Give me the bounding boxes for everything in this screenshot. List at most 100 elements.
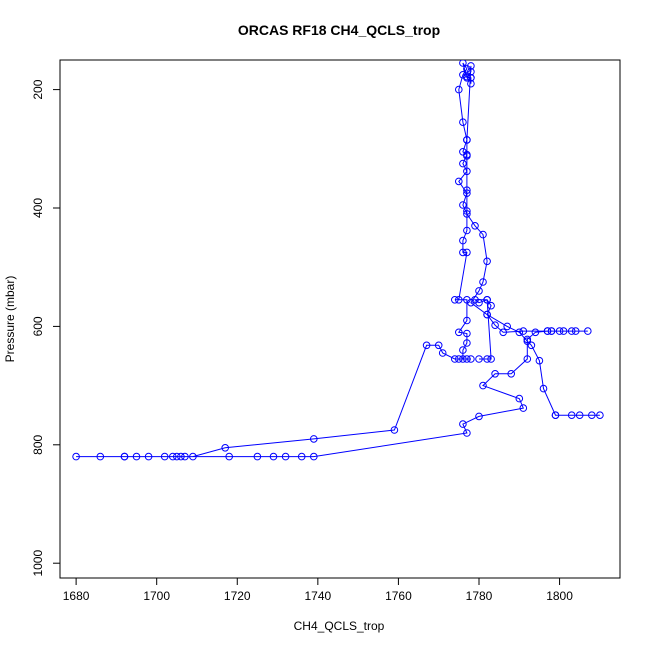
data-point bbox=[455, 85, 463, 94]
data-point bbox=[475, 287, 483, 295]
data-point bbox=[310, 435, 318, 443]
data-point bbox=[463, 152, 471, 160]
data-point bbox=[519, 327, 528, 335]
plot-frame bbox=[59, 59, 621, 579]
series-line bbox=[76, 62, 600, 458]
data-point bbox=[463, 189, 471, 197]
data-point bbox=[463, 248, 471, 257]
chart-title: ORCAS RF18 CH4_QCLS_trop bbox=[238, 22, 440, 38]
y-axis: 200 400 600 800 1000 bbox=[31, 79, 61, 577]
y-tick-label: 200 bbox=[31, 79, 45, 99]
data-point bbox=[571, 327, 580, 335]
data-point bbox=[463, 329, 471, 338]
data-point bbox=[559, 327, 568, 335]
data-point bbox=[575, 411, 584, 420]
data-point bbox=[467, 62, 475, 70]
data-point bbox=[539, 384, 548, 393]
x-tick-label: 1740 bbox=[304, 589, 331, 603]
x-tick-label: 1800 bbox=[546, 589, 573, 603]
data-point bbox=[547, 327, 556, 335]
data-point bbox=[503, 322, 512, 331]
x-axis-label: CH4_QCLS_trop bbox=[294, 619, 385, 633]
data-point bbox=[543, 327, 552, 335]
data-point bbox=[269, 452, 278, 461]
data-point bbox=[519, 404, 528, 412]
x-tick-label: 1680 bbox=[63, 589, 90, 603]
data-point bbox=[459, 201, 467, 209]
data-point bbox=[487, 301, 495, 310]
y-tick-label: 400 bbox=[31, 198, 45, 218]
data-point bbox=[455, 328, 463, 337]
data-point bbox=[96, 452, 105, 461]
data-point bbox=[463, 316, 471, 325]
data-point bbox=[221, 444, 229, 452]
y-axis-label: Pressure (mbar) bbox=[3, 276, 17, 363]
data-point bbox=[463, 186, 471, 194]
data-point bbox=[310, 452, 318, 461]
data-point bbox=[225, 452, 233, 461]
data-point bbox=[487, 355, 495, 363]
data-point bbox=[281, 452, 290, 461]
x-tick-label: 1760 bbox=[385, 589, 412, 603]
data-point bbox=[422, 341, 431, 350]
data-point bbox=[459, 159, 467, 168]
data-point bbox=[479, 381, 487, 390]
data-point bbox=[588, 411, 596, 420]
data-point bbox=[132, 452, 141, 461]
data-point bbox=[467, 68, 475, 76]
data-point bbox=[475, 412, 483, 421]
data-point bbox=[455, 355, 463, 363]
data-point bbox=[567, 411, 576, 420]
data-point bbox=[434, 341, 443, 350]
data-point bbox=[177, 452, 185, 461]
data-point bbox=[535, 356, 544, 365]
data-point bbox=[471, 222, 479, 230]
data-point bbox=[467, 355, 475, 363]
data-point bbox=[515, 394, 524, 403]
data-point bbox=[483, 310, 491, 319]
data-point bbox=[463, 339, 471, 347]
data-point bbox=[72, 452, 80, 461]
data-point bbox=[463, 72, 471, 81]
data-point bbox=[297, 452, 306, 461]
data-point bbox=[455, 177, 463, 186]
data-point bbox=[483, 257, 491, 266]
data-point bbox=[463, 355, 471, 363]
data-point bbox=[483, 296, 491, 304]
data-point bbox=[459, 355, 467, 363]
data-point bbox=[527, 341, 536, 350]
data-point bbox=[463, 207, 471, 215]
x-axis: 1680 1700 1720 1740 1760 1780 1800 bbox=[63, 577, 573, 603]
data-point bbox=[463, 296, 471, 304]
y-tick-label: 800 bbox=[31, 434, 45, 454]
data-point bbox=[463, 429, 471, 437]
data-point bbox=[463, 167, 471, 176]
data-point bbox=[479, 230, 487, 239]
data-point bbox=[459, 236, 467, 245]
data-point bbox=[475, 355, 483, 363]
x-tick-label: 1780 bbox=[466, 589, 493, 603]
y-tick-label: 600 bbox=[31, 316, 45, 336]
data-point bbox=[181, 452, 189, 461]
data-point bbox=[459, 118, 467, 126]
data-point bbox=[515, 328, 524, 337]
data-point bbox=[483, 355, 491, 363]
data-point bbox=[499, 328, 508, 337]
data-point bbox=[507, 370, 516, 378]
data-point bbox=[459, 346, 467, 354]
data-point bbox=[144, 452, 153, 461]
data-point bbox=[523, 355, 532, 363]
data-point bbox=[567, 327, 576, 335]
data-point bbox=[253, 452, 262, 461]
data-point bbox=[463, 226, 471, 235]
data-point bbox=[173, 452, 181, 461]
data-point bbox=[555, 327, 564, 335]
x-tick-label: 1720 bbox=[224, 589, 251, 603]
data-points bbox=[72, 60, 604, 461]
data-point bbox=[459, 420, 467, 428]
y-tick-label: 1000 bbox=[31, 550, 45, 577]
data-point bbox=[596, 411, 604, 420]
data-point bbox=[523, 335, 532, 344]
data-point bbox=[463, 136, 471, 144]
